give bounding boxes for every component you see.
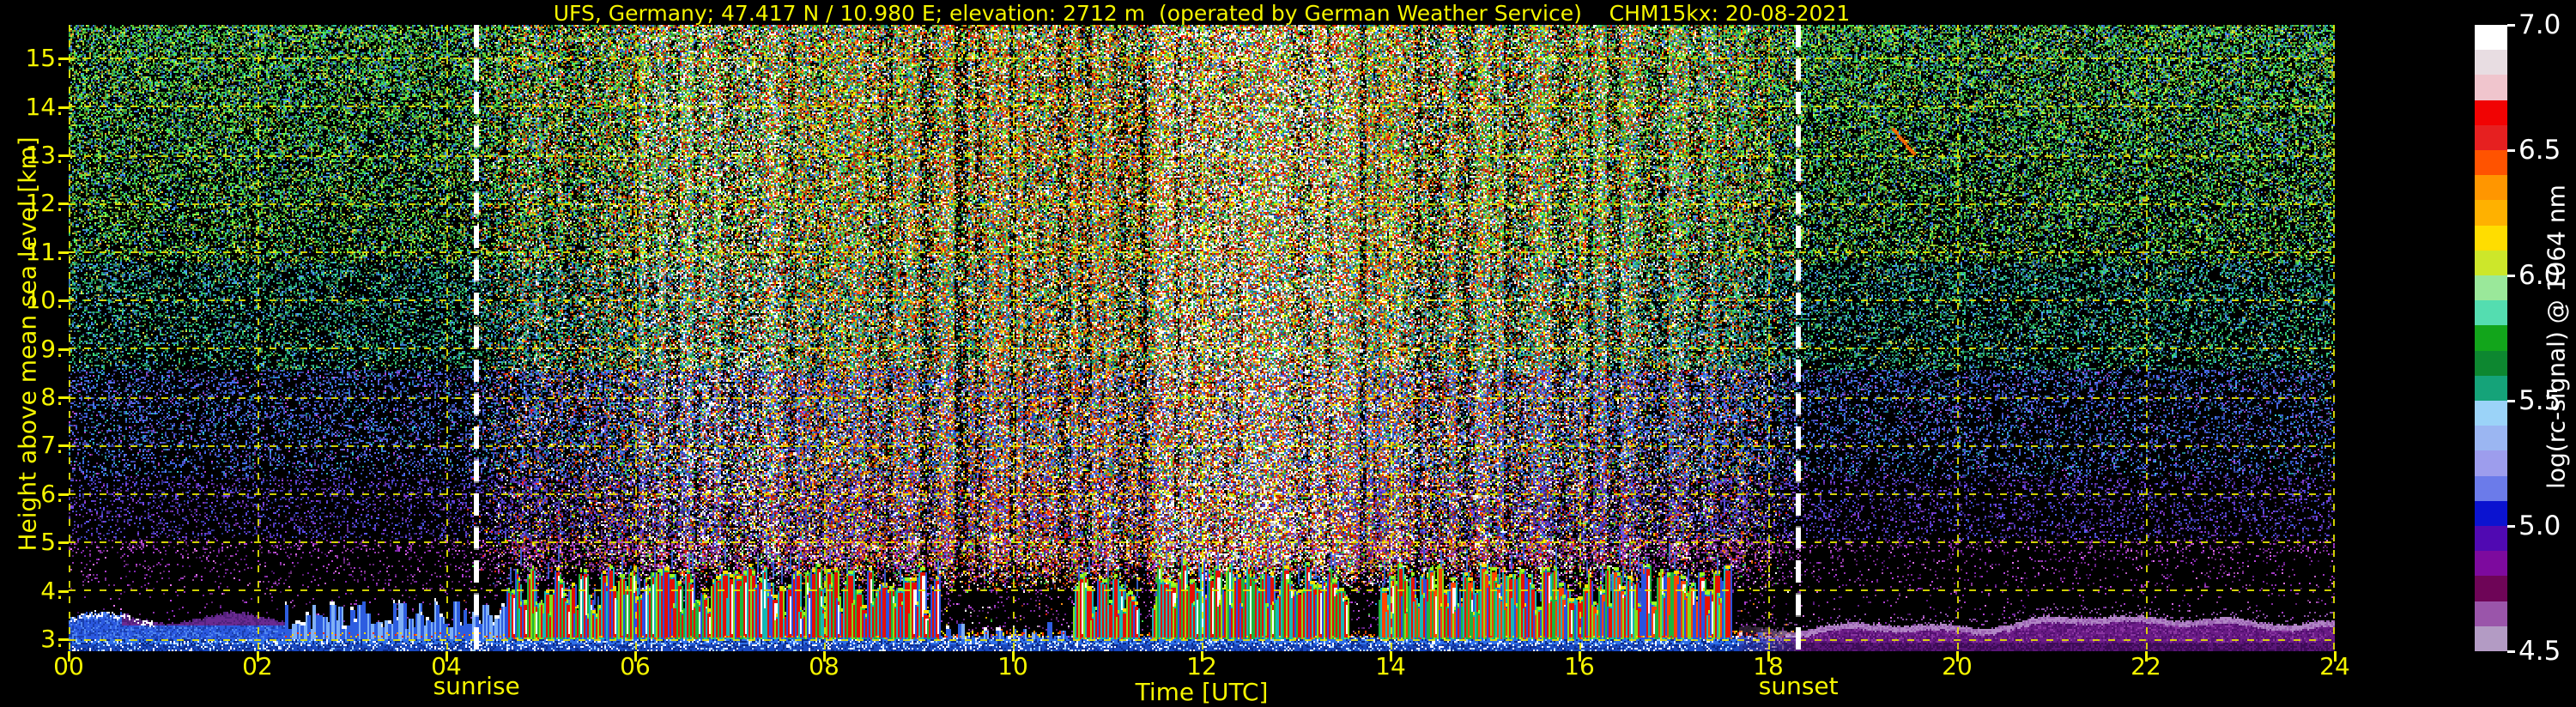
colorbar-segment <box>2475 225 2507 251</box>
y-tick-label: 13. <box>25 141 64 169</box>
x-tick-mark <box>1956 651 1959 662</box>
colorbar-label: log(rc-signal) @ 1064 nm <box>2542 184 2571 489</box>
colorbar-segment <box>2475 175 2507 201</box>
y-tick-label: 15. <box>25 44 64 73</box>
y-tick-mark <box>58 106 69 109</box>
colorbar-segment <box>2475 75 2507 100</box>
colorbar-segment <box>2475 150 2507 176</box>
colorbar-segment <box>2475 250 2507 276</box>
y-tick-label: 9. <box>40 334 64 363</box>
colorbar-segment <box>2475 426 2507 451</box>
colorbar-segment <box>2475 25 2507 51</box>
x-tick-mark <box>68 651 70 662</box>
x-tick-mark <box>1012 651 1015 662</box>
x-tick-mark <box>1767 651 1770 662</box>
x-tick-mark <box>1579 651 1581 662</box>
y-tick-mark <box>58 541 69 545</box>
colorbar-segment <box>2475 450 2507 476</box>
colorbar-segment <box>2475 100 2507 125</box>
x-tick-mark <box>1201 651 1203 662</box>
colorbar-segment <box>2475 50 2507 76</box>
colorbar-tick-label: 6.5 <box>2518 135 2561 166</box>
y-tick-mark <box>58 444 69 448</box>
colorbar-tick-mark <box>2507 149 2515 152</box>
x-tick-mark <box>2145 651 2148 662</box>
backscatter-heatmap <box>69 25 2335 651</box>
y-tick-mark <box>58 638 69 641</box>
colorbar-tick-label: 5.0 <box>2518 511 2561 541</box>
colorbar-tick-mark <box>2507 650 2515 653</box>
sunset-annotation: sunset <box>1758 672 1839 700</box>
y-tick-mark <box>58 251 69 254</box>
colorbar-segment <box>2475 475 2507 501</box>
y-tick-mark <box>58 347 69 351</box>
y-tick-label: 12. <box>25 189 64 218</box>
colorbar-tick-label: 6.0 <box>2518 260 2561 291</box>
y-tick-mark <box>58 57 69 61</box>
sunrise-annotation: sunrise <box>433 672 520 700</box>
colorbar-tick-label: 4.5 <box>2518 636 2561 667</box>
colorbar-segment <box>2475 401 2507 426</box>
y-tick-label: 8. <box>40 383 64 411</box>
y-tick-mark <box>58 396 69 399</box>
colorbar-segment <box>2475 375 2507 402</box>
colorbar <box>2475 25 2507 652</box>
plot-title: UFS, Germany; 47.417 N / 10.980 E; eleva… <box>553 1 1851 26</box>
colorbar-segment <box>2475 500 2507 527</box>
y-tick-mark <box>58 154 69 157</box>
colorbar-tick-label: 7.0 <box>2518 9 2561 40</box>
colorbar-tick-label: 5.5 <box>2518 385 2561 416</box>
x-tick-mark <box>445 651 448 662</box>
y-tick-label: 10. <box>25 286 64 315</box>
colorbar-tick-mark <box>2507 525 2515 528</box>
colorbar-tick-mark <box>2507 24 2515 27</box>
colorbar-segment <box>2475 124 2507 151</box>
colorbar-tick-mark <box>2507 275 2515 277</box>
colorbar-tick-mark <box>2507 400 2515 402</box>
colorbar-segment <box>2475 526 2507 552</box>
colorbar-segment <box>2475 576 2507 601</box>
colorbar-segment <box>2475 200 2507 226</box>
y-tick-label: 6. <box>40 479 64 508</box>
x-tick-mark <box>257 651 259 662</box>
colorbar-segment <box>2475 350 2507 376</box>
x-axis-label: Time [UTC] <box>1135 678 1269 706</box>
y-tick-mark <box>58 299 69 303</box>
colorbar-segment <box>2475 300 2507 326</box>
y-tick-label: 14. <box>25 92 64 121</box>
x-tick-mark <box>634 651 637 662</box>
colorbar-segment <box>2475 551 2507 577</box>
x-tick-mark <box>823 651 826 662</box>
x-tick-mark <box>1390 651 1392 662</box>
y-tick-label: 4. <box>40 576 64 605</box>
colorbar-segment <box>2475 275 2507 301</box>
y-tick-label: 5. <box>40 528 64 557</box>
colorbar-segment <box>2475 325 2507 351</box>
y-tick-label: 3. <box>40 625 64 653</box>
y-tick-mark <box>58 202 69 206</box>
y-tick-label: 11. <box>25 237 64 266</box>
y-tick-label: 7. <box>40 431 64 460</box>
colorbar-segment <box>2475 601 2507 626</box>
x-tick-mark <box>2334 651 2337 662</box>
colorbar-segment <box>2475 625 2507 652</box>
y-tick-mark <box>58 492 69 496</box>
y-tick-mark <box>58 589 69 593</box>
